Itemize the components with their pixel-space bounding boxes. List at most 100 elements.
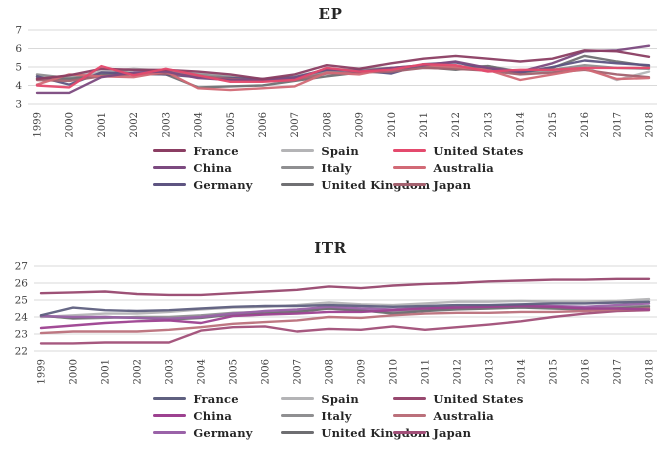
ep-legend: France Spain United States China Italy Austra… bbox=[8, 143, 661, 192]
legend-label: China bbox=[193, 160, 233, 175]
y-tick-label: 5 bbox=[15, 62, 22, 74]
legend-swatch-icon bbox=[281, 165, 315, 170]
x-tick-label: 2002 bbox=[129, 112, 140, 137]
legend-item-china: China bbox=[153, 160, 281, 175]
x-tick-label: 2005 bbox=[226, 112, 237, 137]
series-line-australia bbox=[35, 64, 651, 92]
legend-swatch-icon bbox=[393, 165, 427, 170]
legend-item-united-kingdom: United Kingdom bbox=[281, 425, 430, 440]
itr-chart-title: ITR bbox=[314, 239, 347, 257]
y-tick-label: 27 bbox=[15, 261, 28, 273]
legend-item-spain: Spain bbox=[281, 143, 393, 158]
y-tick-label: 7 bbox=[15, 25, 22, 37]
x-tick-label: 2007 bbox=[293, 359, 304, 384]
legend-swatch-icon bbox=[281, 396, 315, 401]
x-tick-label: 2006 bbox=[261, 359, 272, 384]
legend-swatch-icon bbox=[281, 430, 315, 435]
legend-swatch-icon bbox=[153, 396, 187, 401]
legend-label: Australia bbox=[433, 408, 494, 423]
y-tick-label: 6 bbox=[15, 43, 22, 55]
legend-label: Italy bbox=[321, 160, 352, 175]
legend-swatch-icon bbox=[153, 413, 187, 418]
legend-item-italy: Italy bbox=[281, 408, 393, 423]
series-line-australia bbox=[39, 307, 651, 335]
x-tick-label: 2006 bbox=[258, 112, 269, 137]
x-tick-label: 2013 bbox=[485, 359, 496, 384]
x-tick-label: 2003 bbox=[165, 359, 176, 384]
legend-item-france: France bbox=[153, 391, 281, 406]
x-tick-label: 2009 bbox=[357, 359, 368, 384]
x-tick-label: 2010 bbox=[387, 112, 398, 137]
y-tick-label: 4 bbox=[15, 80, 22, 92]
x-tick-label: 2001 bbox=[97, 112, 108, 137]
x-tick-label: 2001 bbox=[101, 359, 112, 384]
series-line-japan bbox=[39, 309, 651, 345]
x-tick-label: 2008 bbox=[322, 112, 333, 137]
legend-item-united-kingdom: United Kingdom bbox=[281, 177, 430, 192]
x-tick-label: 2013 bbox=[483, 112, 494, 137]
legend-label: Italy bbox=[321, 408, 352, 423]
y-tick-label: 3 bbox=[15, 99, 22, 111]
x-tick-label: 2014 bbox=[517, 359, 528, 384]
legend-swatch-icon bbox=[393, 430, 427, 435]
legend-label: Germany bbox=[193, 177, 253, 192]
legend-swatch-icon bbox=[393, 396, 427, 401]
x-tick-label: 2018 bbox=[645, 359, 656, 384]
series-line-france bbox=[35, 49, 651, 81]
y-tick-label: 26 bbox=[15, 278, 29, 290]
x-tick-label: 2016 bbox=[581, 359, 592, 384]
x-tick-label: 2017 bbox=[613, 359, 624, 384]
itr-chart-block: ITR 27 26 25 24 23 22 1999 2000 2001 2002 2003 2004… bbox=[0, 234, 661, 440]
legend-label: Germany bbox=[193, 425, 253, 440]
legend-swatch-icon bbox=[393, 182, 427, 187]
legend-item-australia: Australia bbox=[393, 408, 523, 423]
x-tick-label: 2007 bbox=[290, 112, 301, 137]
legend-item-italy: Italy bbox=[281, 160, 393, 175]
series-line-united-states bbox=[39, 277, 651, 297]
y-tick-label: 23 bbox=[15, 329, 28, 341]
legend-item-united-states: United States bbox=[393, 391, 523, 406]
x-tick-label: 2012 bbox=[453, 359, 464, 384]
legend-item-china: China bbox=[153, 408, 281, 423]
x-tick-label: 2003 bbox=[161, 112, 172, 137]
legend-label: Japan bbox=[433, 425, 472, 440]
legend-item-germany: Germany bbox=[153, 177, 281, 192]
y-tick-label: 24 bbox=[15, 312, 29, 324]
series-line-china bbox=[39, 304, 651, 330]
legend-swatch-icon bbox=[153, 165, 187, 170]
legend-label: France bbox=[193, 143, 239, 158]
legend-swatch-icon bbox=[393, 413, 427, 418]
legend-label: United Kingdom bbox=[321, 425, 431, 440]
legend-item-japan: Japan bbox=[393, 177, 523, 192]
ep-chart-block: EP 7 6 5 4 3 1999 2000 2001 2002 2003 2004 2005 2006… bbox=[0, 0, 661, 192]
y-tick-label: 25 bbox=[15, 295, 28, 307]
series-line-france bbox=[39, 300, 651, 317]
legend-swatch-icon bbox=[281, 182, 315, 187]
x-tick-label: 2012 bbox=[451, 112, 462, 137]
legend-item-australia: Australia bbox=[393, 160, 523, 175]
x-tick-label: 2009 bbox=[355, 112, 366, 137]
x-tick-label: 2011 bbox=[421, 359, 432, 384]
legend-item-united-states: United States bbox=[393, 143, 523, 158]
legend-swatch-icon bbox=[153, 430, 187, 435]
x-tick-label: 2014 bbox=[516, 112, 527, 137]
legend-item-japan: Japan bbox=[393, 425, 523, 440]
legend-label: United Kingdom bbox=[321, 177, 431, 192]
legend-label: United States bbox=[433, 143, 524, 158]
legend-item-spain: Spain bbox=[281, 391, 393, 406]
legend-label: China bbox=[193, 408, 233, 423]
legend-swatch-icon bbox=[153, 182, 187, 187]
legend-label: Japan bbox=[433, 177, 472, 192]
x-tick-label: 2000 bbox=[65, 112, 76, 137]
legend-label: Australia bbox=[433, 160, 494, 175]
legend-swatch-icon bbox=[393, 148, 427, 153]
x-tick-label: 2004 bbox=[194, 112, 205, 137]
itr-plot-area: 27 26 25 24 23 22 1999 2000 2001 2002 2003 2004 2005… bbox=[15, 261, 657, 384]
x-tick-label: 1999 bbox=[33, 112, 44, 137]
legend-swatch-icon bbox=[281, 148, 315, 153]
x-tick-label: 2000 bbox=[69, 359, 80, 384]
series-line-united-states bbox=[35, 63, 651, 89]
ep-plot-area: 7 6 5 4 3 1999 2000 2001 2002 2003 2004 2005 2006 200… bbox=[15, 25, 657, 137]
x-tick-label: 1999 bbox=[37, 359, 48, 384]
